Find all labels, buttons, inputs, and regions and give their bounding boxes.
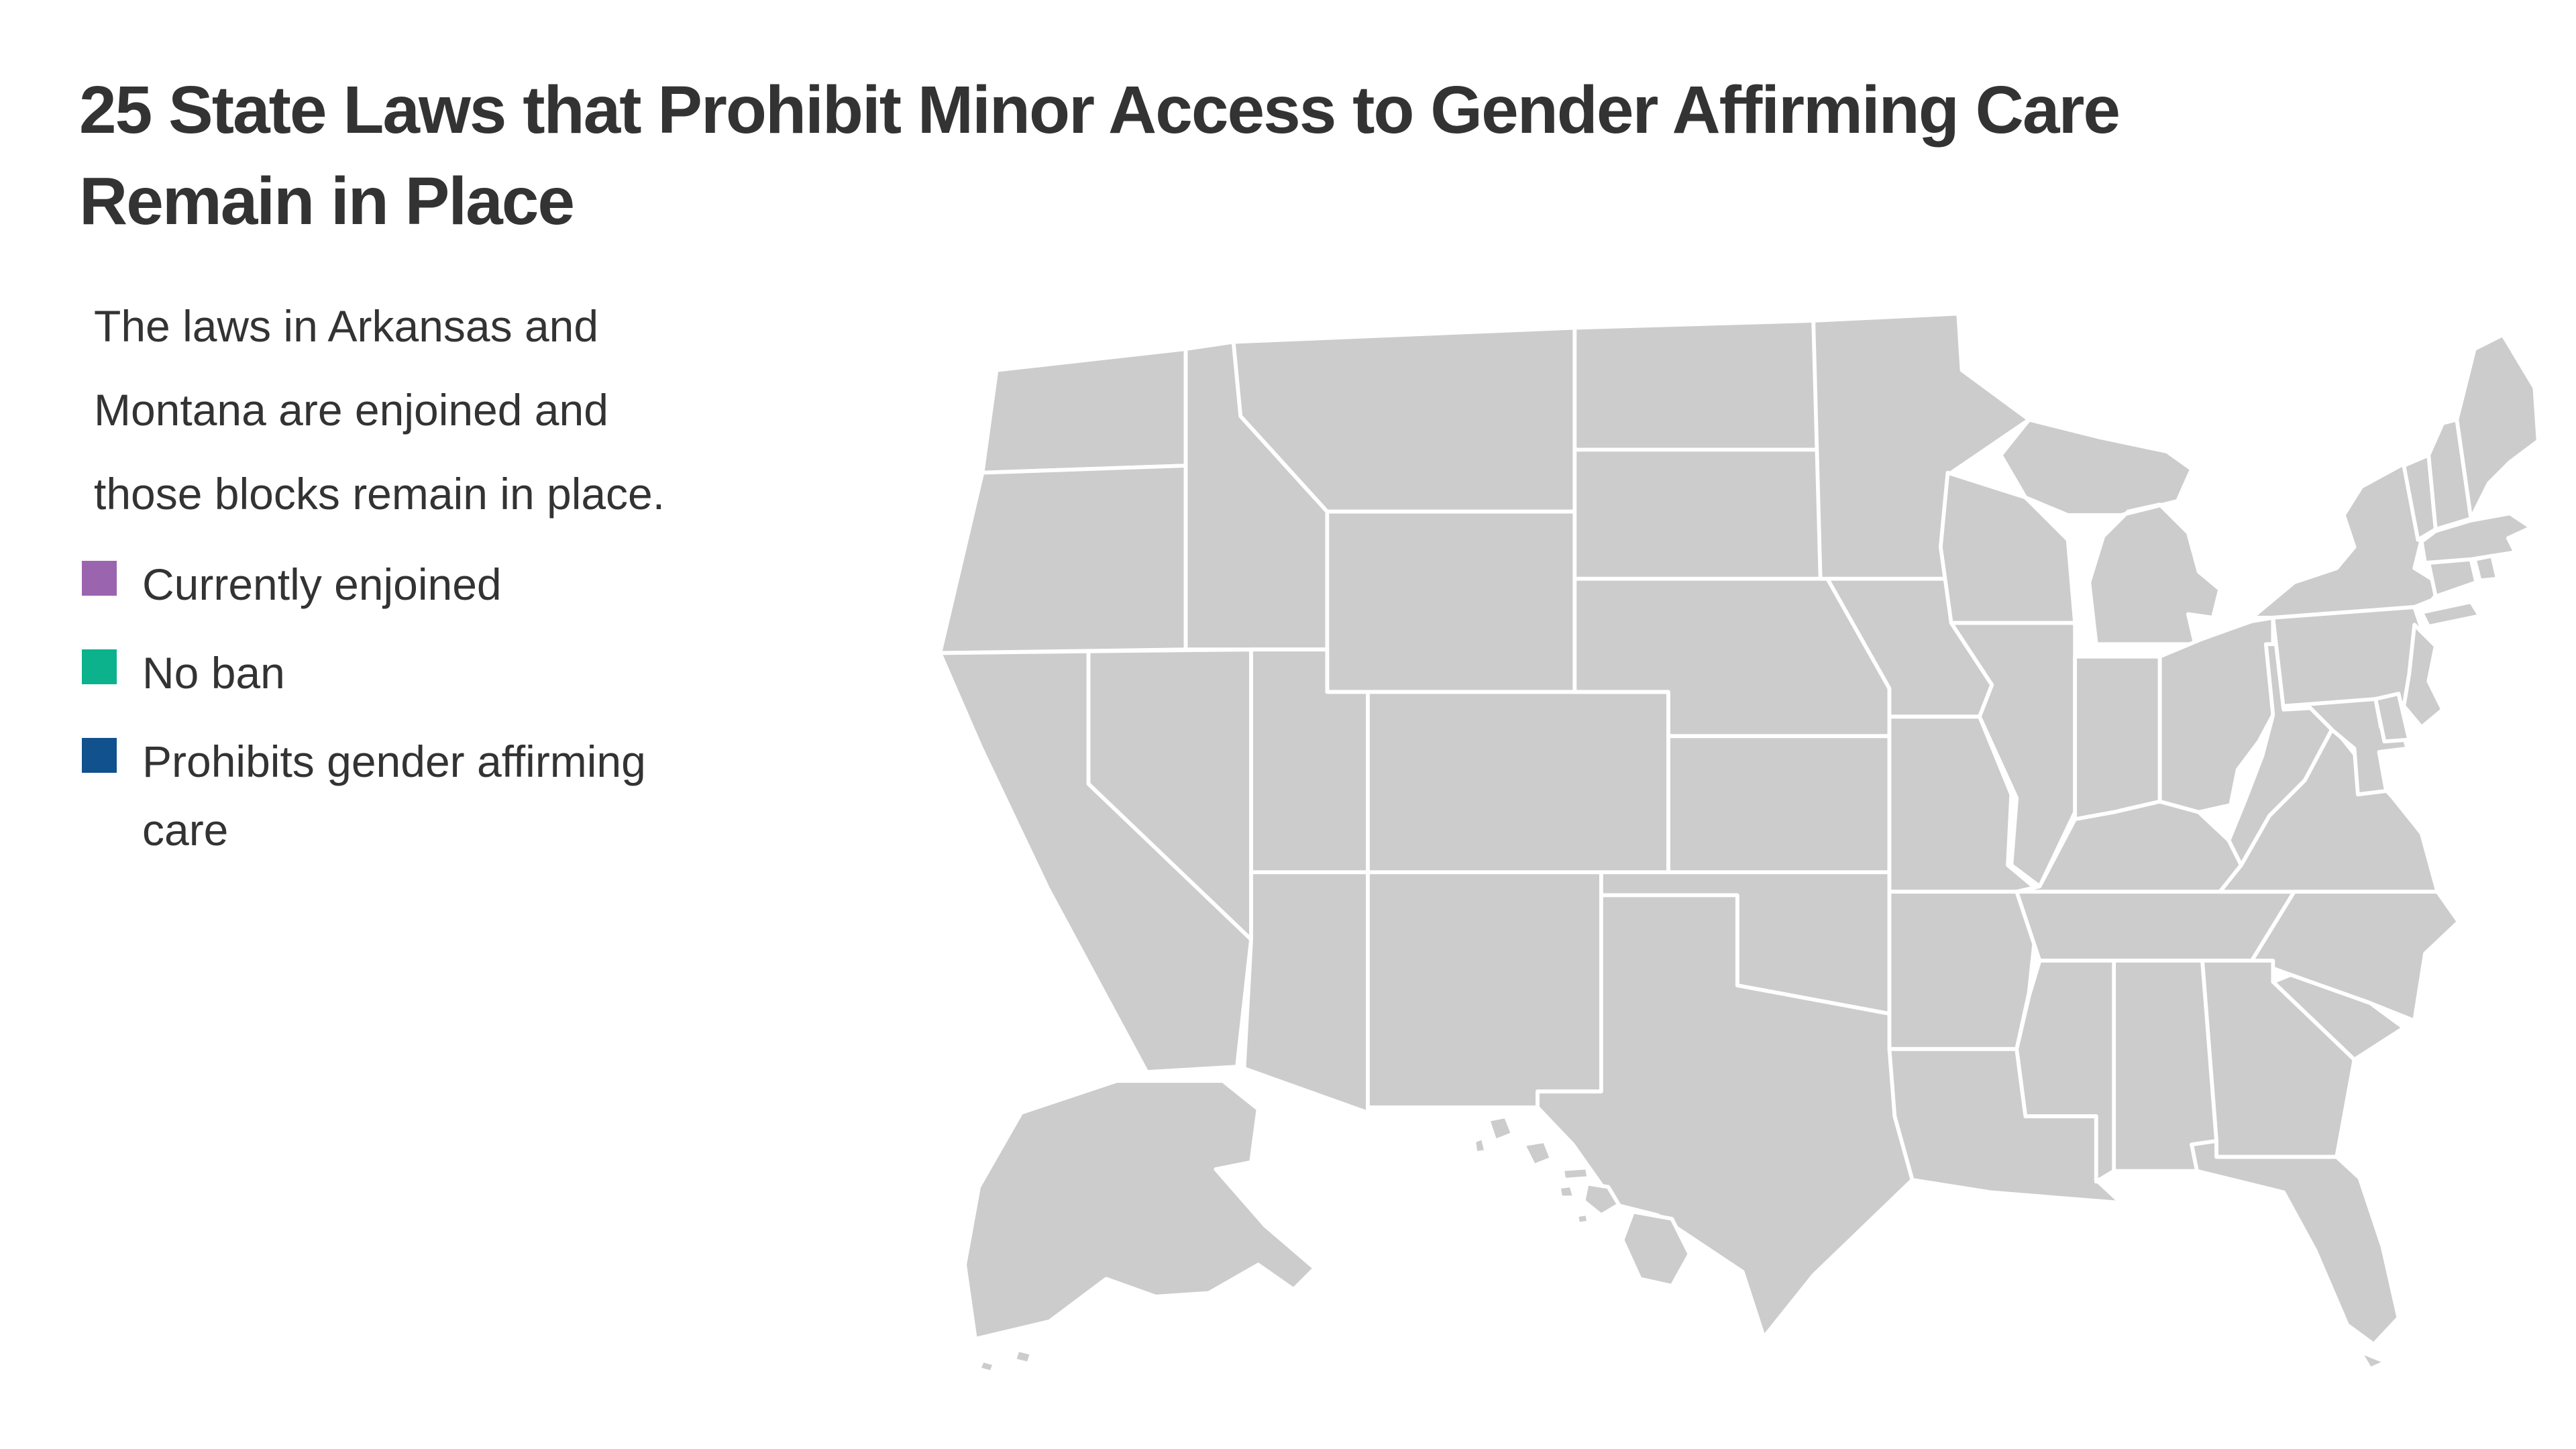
state-ms[interactable] xyxy=(2015,959,2116,1184)
state-de[interactable] xyxy=(2373,692,2412,744)
state-ri[interactable] xyxy=(2472,553,2500,583)
state-me[interactable] xyxy=(2455,333,2540,521)
state-al[interactable] xyxy=(2112,959,2218,1173)
chart-subtitle-line-1: The laws in Arkansas and xyxy=(94,301,599,351)
state-nj[interactable] xyxy=(2402,623,2445,730)
legend-label-prohibits: Prohibits gender affirming care xyxy=(142,737,646,855)
state-nm[interactable] xyxy=(1366,870,1603,1110)
state-hi[interactable] xyxy=(1472,1114,1692,1288)
legend-label-no-ban: No ban xyxy=(142,648,285,698)
state-pa[interactable] xyxy=(2271,605,2427,712)
state-ks[interactable] xyxy=(1666,734,1892,875)
state-tn[interactable] xyxy=(2015,890,2296,963)
state-sd[interactable] xyxy=(1572,447,1830,581)
state-or[interactable] xyxy=(938,464,1188,655)
legend: Currently enjoined No ban Prohibits gend… xyxy=(82,550,692,884)
state-az[interactable] xyxy=(1242,870,1370,1115)
legend-swatch-currently-enjoined xyxy=(82,561,117,596)
state-co[interactable] xyxy=(1366,690,1670,875)
chart-title-line-1: 25 State Laws that Prohibit Minor Access… xyxy=(79,72,2121,148)
chart-subtitle-line-2: Montana are enjoined and xyxy=(94,385,608,435)
legend-label-currently-enjoined: Currently enjoined xyxy=(142,559,502,609)
legend-swatch-prohibits xyxy=(82,738,117,773)
legend-item-prohibits: Prohibits gender affirming care xyxy=(82,727,692,864)
state-nd[interactable] xyxy=(1572,319,1823,452)
legend-item-currently-enjoined: Currently enjoined xyxy=(82,550,692,619)
chart-subtitle-line-3: those blocks remain in place. xyxy=(94,469,665,519)
chart-title-line-2: Remain in Place xyxy=(79,164,575,239)
state-mi[interactable] xyxy=(1998,417,2222,647)
state-wy[interactable] xyxy=(1325,509,1577,694)
legend-item-no-ban: No ban xyxy=(82,639,692,707)
state-wa[interactable] xyxy=(980,347,1188,475)
state-ak[interactable] xyxy=(963,1079,1317,1375)
state-sc[interactable] xyxy=(2271,973,2406,1062)
us-map xyxy=(938,311,2540,1375)
state-in[interactable] xyxy=(2073,654,2162,822)
chart-title: 25 State Laws that Prohibit Minor Access… xyxy=(79,64,2534,247)
state-tx[interactable] xyxy=(1536,893,1915,1340)
state-fl[interactable] xyxy=(2190,1138,2401,1371)
legend-swatch-no-ban xyxy=(82,649,117,684)
state-ct[interactable] xyxy=(2426,557,2479,599)
state-ar[interactable] xyxy=(1887,890,2042,1051)
chart-subtitle: The laws in Arkansas and Montana are enj… xyxy=(94,284,966,536)
